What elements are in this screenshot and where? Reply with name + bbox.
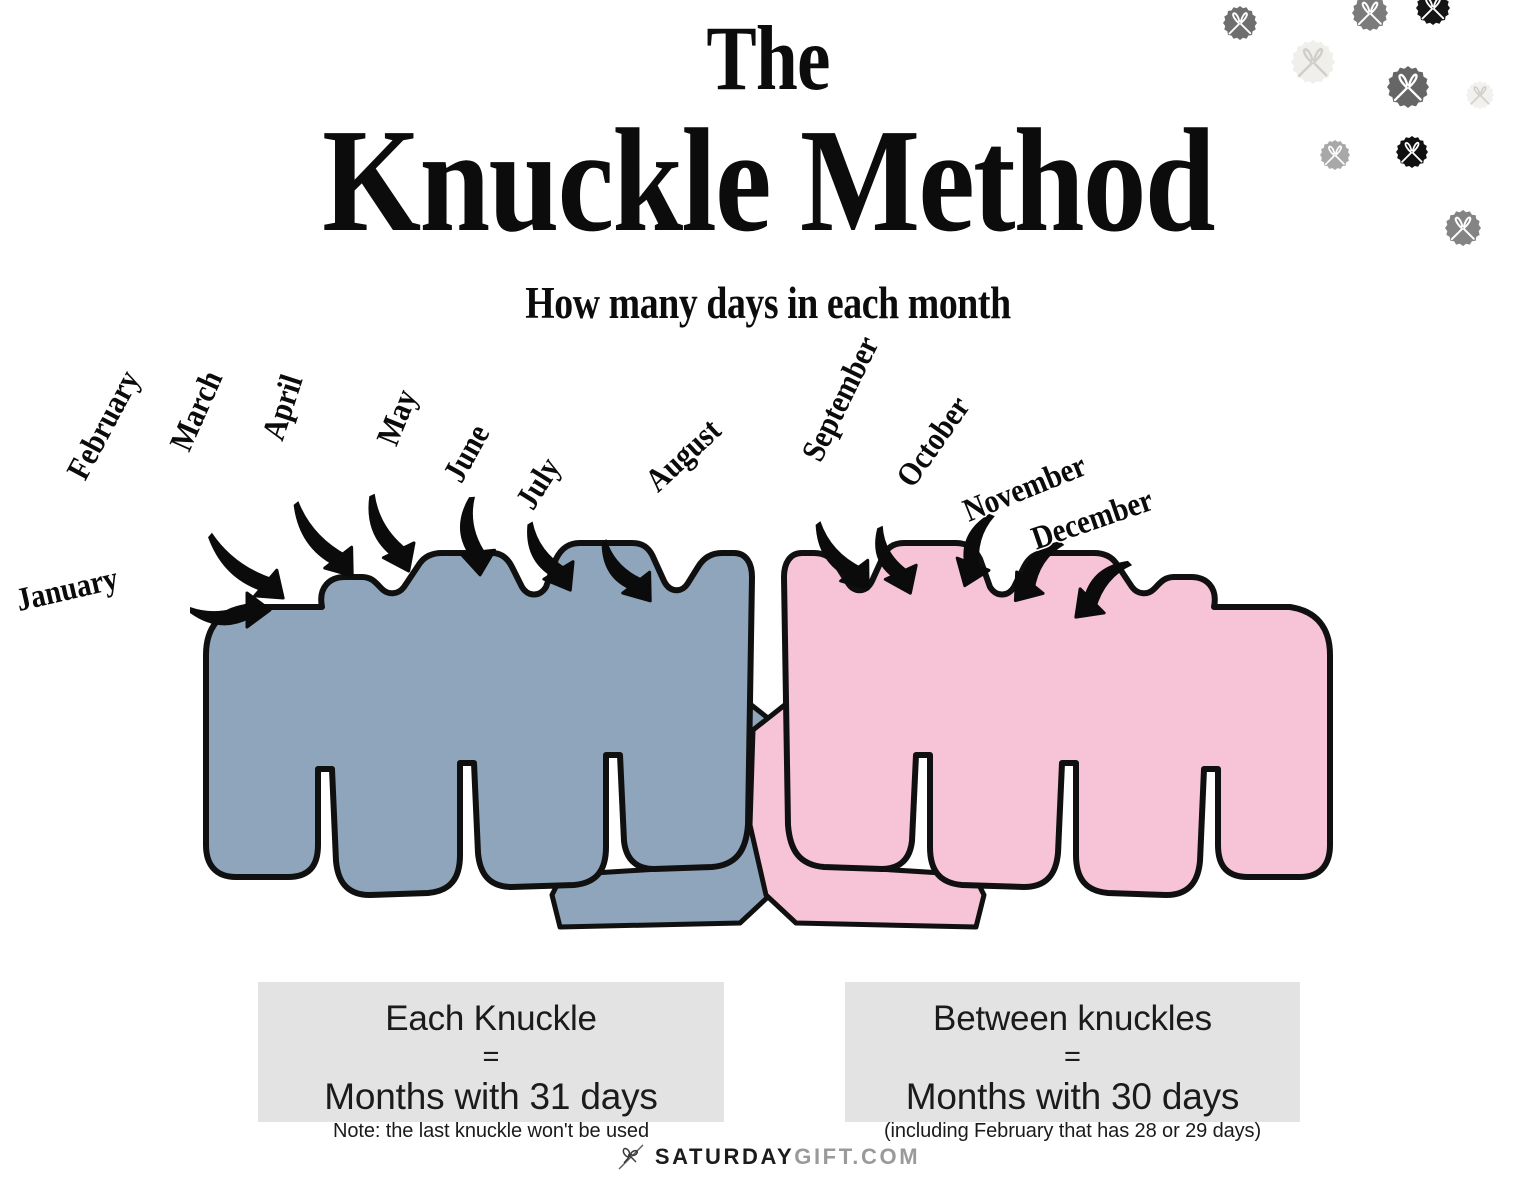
caption-box-left: Each Knuckle = Months with 31 days Note:… — [258, 982, 724, 1142]
arrow-october-shaft — [963, 513, 995, 571]
arrow-may-shaft — [459, 496, 487, 556]
arrow-may — [459, 548, 497, 577]
arrow-september — [883, 563, 918, 595]
arrow-april — [381, 541, 416, 573]
arrow-january — [245, 591, 272, 629]
wordmark-light: GIFT.COM — [794, 1144, 921, 1169]
page-header: The Knuckle Method How many days in each… — [0, 0, 1536, 326]
hands-diagram — [190, 493, 1333, 930]
arrow-september-shaft — [875, 525, 910, 579]
arrow-layer — [190, 493, 1133, 629]
page-subtitle: How many days in each month — [525, 277, 1011, 328]
arrow-march — [323, 545, 354, 578]
page-title: Knuckle Method — [322, 98, 1215, 263]
arrow-august — [839, 558, 870, 591]
caption-left-line2: Months with 31 days — [324, 1075, 658, 1117]
right-fist-body — [781, 540, 1333, 898]
caption-left-equals: = — [482, 1040, 500, 1073]
left-fist-illustration — [203, 540, 789, 930]
arrow-june — [542, 560, 575, 592]
wordmark-bold: SATURDAY — [654, 1144, 795, 1169]
right-fist-illustration — [747, 540, 1333, 930]
arrow-april-shaft — [368, 493, 408, 557]
arrow-january-shaft — [190, 601, 250, 626]
arrow-july — [621, 570, 652, 603]
site-footer: SATURDAYGIFT.COM — [0, 1142, 1536, 1172]
arrow-july-shaft — [601, 539, 645, 591]
caption-box-right: Between knuckles = Months with 30 days (… — [845, 982, 1300, 1142]
site-wordmark[interactable]: SATURDAYGIFT.COM — [655, 1144, 920, 1170]
caption-right-line2: Months with 30 days — [905, 1075, 1240, 1117]
arrow-november — [1013, 570, 1045, 603]
caption-right-equals: = — [1064, 1040, 1081, 1073]
arrow-march-shaft — [293, 501, 347, 566]
bow-ribbon-icon — [618, 1144, 644, 1170]
page-title-line1: The — [706, 7, 830, 109]
arrow-october — [955, 556, 991, 588]
arrow-december-shaft — [1083, 560, 1133, 610]
arrow-february — [253, 568, 285, 600]
caption-right-line1: Between knuckles — [933, 999, 1212, 1038]
arrow-february-shaft — [208, 532, 274, 592]
knuckle-illustration: January February March April May June July Augu… — [0, 331, 1536, 965]
caption-left-line1: Each Knuckle — [385, 999, 597, 1038]
arrow-november-shaft — [1021, 541, 1065, 591]
caption-right-note: (including February that has 28 or 29 da… — [883, 1119, 1262, 1142]
arrow-december — [1074, 587, 1106, 619]
caption-left-note: Note: the last knuckle won't be used — [333, 1119, 649, 1142]
arrow-june-shaft — [527, 521, 568, 578]
left-fist-body — [203, 540, 755, 898]
arrow-august-shaft — [815, 521, 863, 579]
